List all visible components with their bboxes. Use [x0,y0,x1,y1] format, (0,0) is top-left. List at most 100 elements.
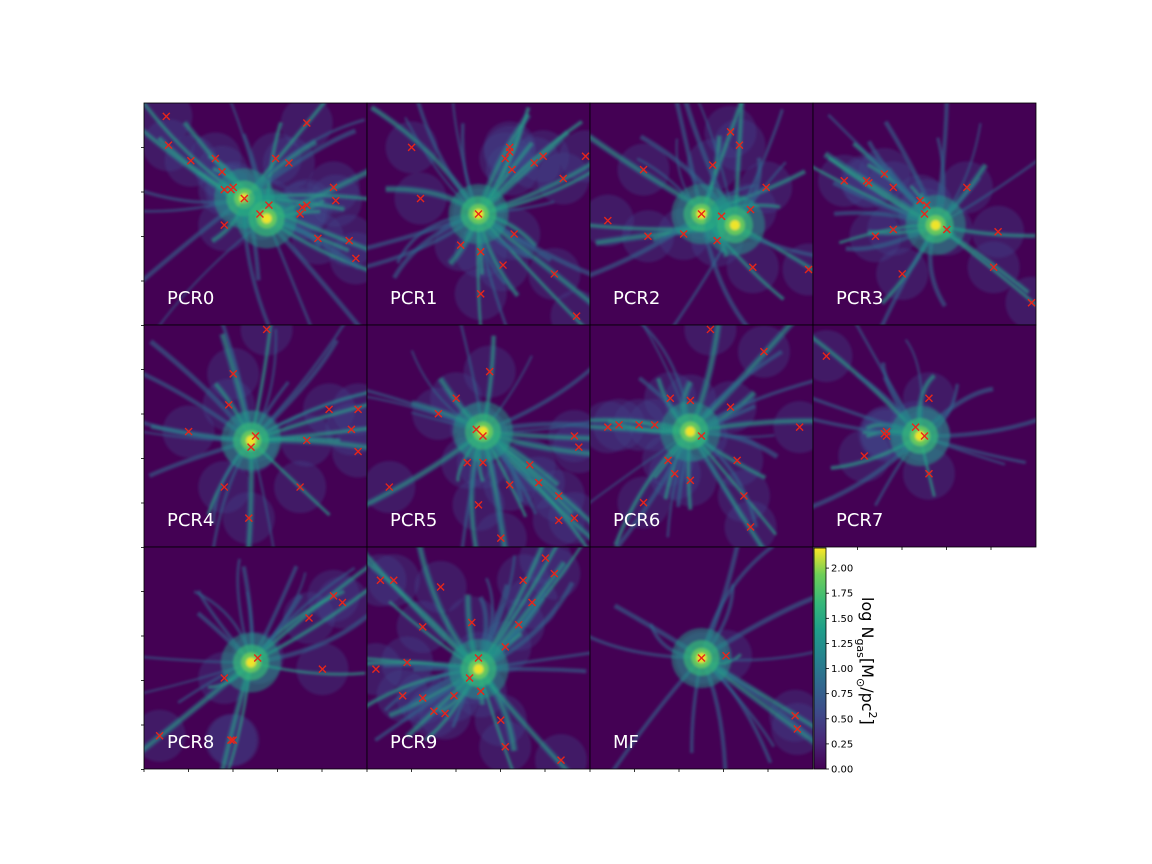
halo-marker [476,247,485,256]
filament-texture [367,325,590,547]
panel-pcr0: PCR0 [143,102,368,326]
halo-marker [528,598,537,607]
halo-marker [347,425,356,434]
halo-marker [635,420,644,429]
halo-marker [229,736,238,745]
halo-marker [338,598,347,607]
halo-marker [296,210,305,218]
halo-marker [708,161,717,170]
halo-marker [496,716,505,725]
halo-marker [329,591,338,600]
halo-marker [164,141,173,150]
halo-marker [989,263,998,272]
halo-marker [574,443,583,452]
halo-markers [603,127,813,274]
colorbar-label: log Ngas[M⊙/pc2] [854,597,879,725]
axis-ticks [141,147,992,772]
halo-marker [922,201,931,210]
panel-pcr5: PCR5 [366,324,591,548]
halo-marker [550,269,559,278]
halo-marker [726,403,735,412]
halo-marker [722,651,731,660]
halo-marker [541,554,550,563]
halo-marker [463,458,472,467]
halo-marker [331,196,340,205]
colorbar-tick-label: 0.25 [831,739,853,750]
halo-marker [713,236,722,245]
halo-marker [733,456,742,465]
halo-marker [570,432,579,440]
halo-markers [162,112,360,263]
halo-marker [318,665,327,674]
halo-marker [452,394,461,403]
halo-marker [499,261,508,270]
halo-marker [570,514,579,523]
halo-marker [514,620,523,629]
halo-marker [302,436,311,445]
panel-frame [589,546,814,770]
halo-marker [670,469,679,478]
colorbar-tick-label: 1.75 [831,589,853,600]
colorbar-tick-label: 0.75 [831,689,853,700]
halo-marker [793,725,802,734]
halo-marker [686,476,695,485]
halo-marker [398,691,407,700]
halo-marker [262,325,271,334]
halo-marker [416,194,425,203]
halo-marker [418,693,427,702]
colorbar-frame [813,547,827,770]
halo-marker [298,203,307,212]
halo-markers [697,651,802,734]
halo-marker [371,665,380,674]
halo-markers [385,367,583,543]
halo-marker [519,576,528,585]
panel-pcr1: PCR1 [366,102,591,326]
halo-markers [822,352,933,478]
halo-marker [510,229,519,238]
halo-marker [759,347,768,356]
halo-marker [840,176,849,185]
panel-pcr8: PCR8 [143,546,368,770]
panel-frame [812,324,1037,548]
halo-marker [942,225,951,234]
halo-marker [507,165,516,174]
halo-marker [478,432,487,440]
halo-marker [478,458,487,467]
halo-marker [911,423,920,432]
halo-marker [345,236,354,245]
colorbar-tick-label: 0.50 [831,714,853,725]
halo-marker [244,514,253,523]
halo-marker [746,205,755,214]
halo-marker [639,498,648,507]
halo-marker [643,232,652,241]
halo-marker [429,707,438,716]
halo-marker [554,516,563,525]
halo-marker [791,711,800,720]
colorbar-tick-label: 2.00 [831,564,853,575]
halo-marker [389,576,398,585]
panel-pcr9: PCR9 [366,546,591,770]
halo-marker [871,232,880,241]
halo-marker [639,165,648,174]
halo-marker [822,352,831,361]
halo-marker [898,269,907,278]
halo-marker [162,112,171,121]
colorbar-tick-label: 0.00 [831,765,853,776]
halo-marker [329,183,338,192]
halo-marker [880,170,889,179]
halo-marker [240,194,249,203]
halo-marker [467,618,476,627]
halo-marker [739,491,748,500]
halo-marker [253,654,262,662]
halo-marker [296,483,305,492]
halo-marker [434,409,443,418]
colorbar: 0.00 0.25 0.50 0.75 1.00 1.25 1.50 1.75 2.00 log… [813,547,879,776]
halo-marker [697,654,706,662]
halo-marker [889,225,898,234]
halo-marker [697,210,706,218]
panel-grid: PCR0 PCR1 PCR2 PCR3 PCR4 PCR5 PCR6 PCR7 PCR8 PCR9… [141,102,1037,772]
halo-marker [603,423,612,432]
halo-marker [962,183,971,192]
halo-marker [220,673,229,682]
halo-marker [226,736,235,745]
